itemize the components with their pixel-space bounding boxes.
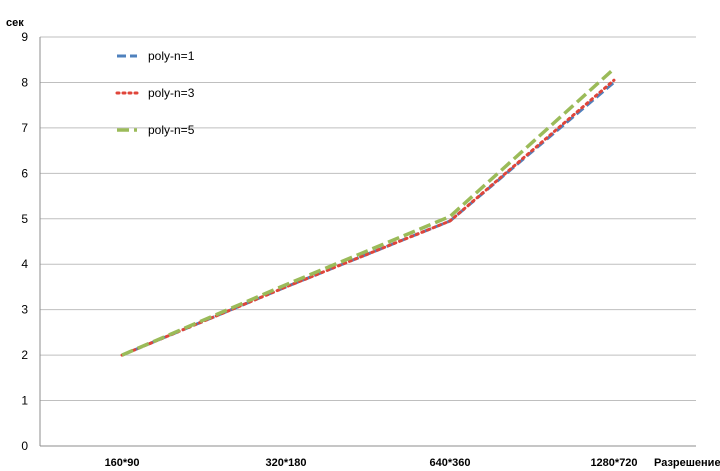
legend-label: poly-n=5 bbox=[148, 123, 195, 137]
x-tick-label: 640*360 bbox=[430, 457, 471, 469]
y-tick-label: 4 bbox=[21, 257, 28, 271]
y-tick-label: 0 bbox=[21, 439, 28, 453]
y-tick-label: 5 bbox=[21, 212, 28, 226]
x-tick-label: 160*90 bbox=[105, 457, 140, 469]
y-tick-label: 6 bbox=[21, 166, 28, 180]
gridlines bbox=[40, 36, 696, 402]
x-tick-labels: 160*90 320*180 640*360 1280*720 bbox=[105, 457, 638, 469]
x-axis-title: Разрешение bbox=[654, 457, 720, 469]
y-tick-label: 3 bbox=[21, 303, 28, 317]
y-tick-labels: 0 1 2 3 4 5 6 7 8 9 bbox=[21, 30, 28, 453]
series-line-2 bbox=[120, 78, 616, 357]
series-lines bbox=[120, 67, 616, 357]
legend: poly-n=1 poly-n=3 poly-n=5 bbox=[115, 49, 195, 137]
legend-label: poly-n=3 bbox=[148, 86, 195, 100]
y-axis-title: сек bbox=[6, 17, 24, 29]
y-tick-label: 7 bbox=[21, 121, 28, 135]
x-tick-label: 1280*720 bbox=[590, 457, 637, 469]
series-line-3 bbox=[121, 67, 616, 357]
y-tick-label: 2 bbox=[21, 348, 28, 362]
x-tick-label: 320*180 bbox=[266, 457, 307, 469]
legend-label: poly-n=1 bbox=[148, 49, 195, 63]
axes bbox=[39, 37, 696, 447]
y-tick-label: 9 bbox=[21, 30, 28, 44]
y-tick-label: 1 bbox=[21, 394, 28, 408]
y-tick-label: 8 bbox=[21, 75, 28, 89]
